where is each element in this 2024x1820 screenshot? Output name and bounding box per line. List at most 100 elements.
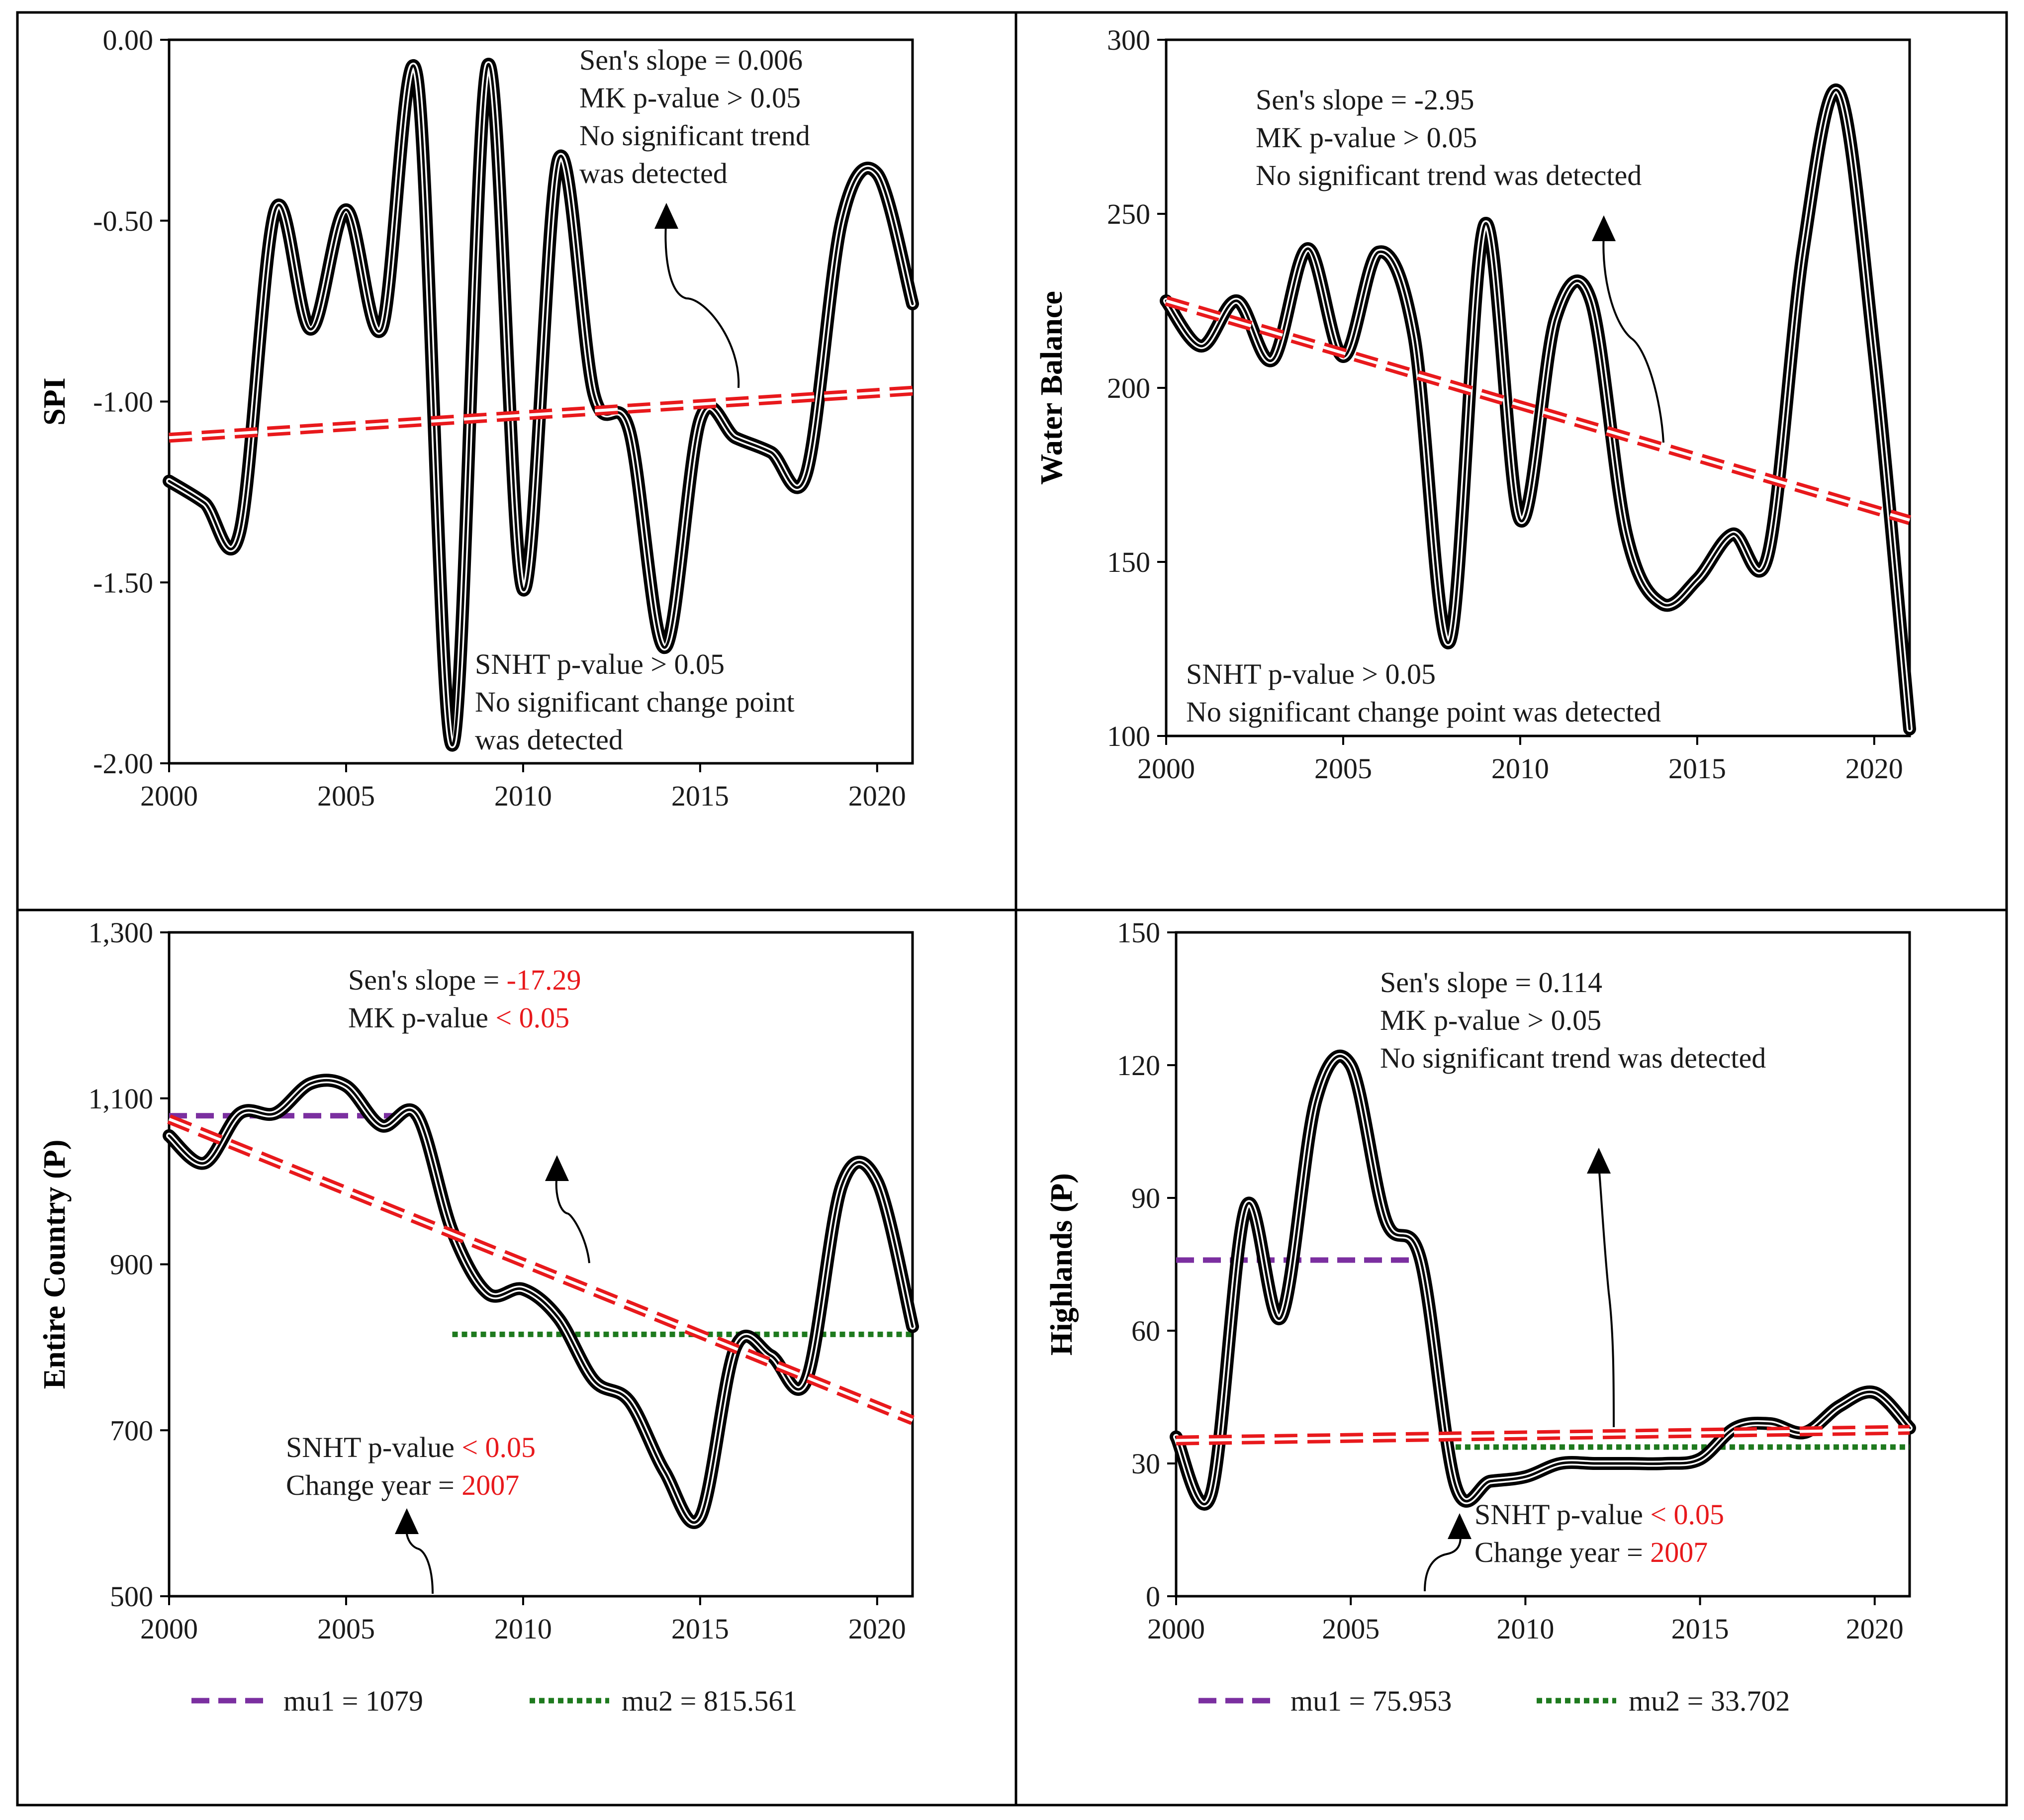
trend-line-inner [168, 1117, 914, 1422]
x-tick-label: 2020 [1846, 1613, 1904, 1645]
y-tick-label: -1.00 [93, 386, 153, 418]
annotation-text: No significant trend was detected [1380, 1042, 1766, 1074]
annotation-arrow-head [1448, 1513, 1472, 1539]
trend-line-inner [1176, 1428, 1910, 1442]
y-tick-label: 900 [110, 1249, 153, 1281]
annotation-line: Sen's slope = 0.006 [579, 44, 803, 76]
x-tick-label: 2000 [1147, 1613, 1205, 1645]
annotation-line: SNHT p-value > 0.05 [475, 648, 725, 680]
annotation-block: SNHT p-value > 0.05 No significant change… [475, 648, 795, 756]
legend-mu1-label: mu1 = 75.953 [1290, 1685, 1452, 1717]
annotation-line: No significant change point was detected [1186, 696, 1661, 728]
y-tick-label: -1.50 [93, 566, 153, 599]
y-tick-label: -0.50 [93, 205, 153, 237]
annotation-text: Sen's slope = 0.114 [1380, 966, 1602, 999]
annotation-line: MK p-value > 0.05 [579, 82, 801, 114]
x-tick-label: 2010 [1491, 752, 1549, 785]
annotation-text: Change year = [1474, 1536, 1650, 1568]
x-tick-label: 2010 [1496, 1613, 1554, 1645]
x-tick-label: 2015 [1668, 752, 1726, 785]
annotation-block: SNHT p-value < 0.05 Change year = 2007 [1474, 1498, 1724, 1568]
x-tick-label: 2000 [140, 780, 198, 812]
annotation-arrow-head [1587, 1148, 1611, 1174]
y-axis-label: Water Balance [1035, 291, 1069, 485]
y-tick-label: 100 [1107, 720, 1150, 752]
y-tick-label: 150 [1117, 916, 1160, 949]
annotation-line: Change year = 2007 [1474, 1536, 1708, 1568]
annotation-line: was detected [579, 157, 728, 189]
annotation-text: Change year = [286, 1469, 461, 1501]
panel-2: 100 150 200 250 300 2000 2005 2010 2015 2020 Water… [1035, 24, 1916, 785]
annotation-arrow-shaft [1602, 233, 1664, 443]
y-tick-label: -2.00 [93, 747, 153, 780]
annotation-line: was detected [475, 724, 623, 756]
annotation-arrow-head [1592, 215, 1616, 241]
y-tick-label: 700 [110, 1414, 153, 1447]
y-tick-label: 0 [1146, 1580, 1160, 1613]
annotation-highlight: < 0.05 [1650, 1498, 1724, 1531]
x-tick-label: 2005 [1322, 1613, 1380, 1645]
annotation-text: SNHT p-value [286, 1431, 461, 1463]
annotation-highlight: 2007 [1650, 1536, 1708, 1568]
x-tick-label: 2020 [848, 1613, 906, 1645]
series-line-inner [168, 1079, 914, 1524]
annotation-line: Change year = 2007 [286, 1469, 519, 1501]
annotation-block: Sen's slope = 0.006 MK p-value > 0.05 No s… [579, 44, 810, 189]
annotation-line: MK p-value > 0.05 [1256, 121, 1477, 154]
series-line-inner [1165, 89, 1911, 730]
panel-3: 500 700 900 1,100 1,300 2000 2005 2010 2015 2020 E… [38, 916, 919, 1717]
x-tick-label: 2020 [848, 780, 906, 812]
x-tick-label: 2005 [317, 1613, 375, 1645]
trend-line-inner [1166, 299, 1910, 522]
annotation-block: Sen's slope = 0.114 MK p-value > 0.05 No s… [1380, 966, 1766, 1074]
y-tick-label: 300 [1107, 24, 1150, 56]
legend-mu1-label: mu1 = 1079 [283, 1685, 423, 1717]
annotation-text: MK p-value > 0.05 [1380, 1004, 1601, 1036]
y-tick-label: 250 [1107, 198, 1150, 230]
annotation-arrow-shaft [405, 1526, 434, 1594]
annotation-line: Sen's slope = -17.29 [348, 964, 581, 996]
annotation-highlight: -17.29 [507, 964, 581, 996]
legend-mu2-label: mu2 = 33.702 [1629, 1685, 1790, 1717]
y-tick-label: 150 [1107, 546, 1150, 578]
annotation-line: SNHT p-value < 0.05 [1474, 1498, 1724, 1531]
annotation-arrow-shaft [1598, 1166, 1615, 1428]
y-axis-label: SPI [38, 377, 72, 425]
x-tick-label: 2000 [1137, 752, 1195, 785]
annotation-line: SNHT p-value < 0.05 [286, 1431, 536, 1463]
x-tick-label: 2005 [1314, 752, 1372, 785]
annotation-highlight: 2007 [461, 1469, 519, 1501]
annotation-line: No significant change point [475, 686, 795, 718]
plot-area-box [1175, 931, 1911, 1598]
y-axis-label: Entire Country (P) [38, 1140, 72, 1389]
y-tick-label: 60 [1131, 1315, 1160, 1347]
annotation-arrow-shaft [1424, 1531, 1462, 1592]
legend-mu2-label: mu2 = 815.561 [622, 1685, 797, 1717]
y-tick-label: 1,300 [89, 916, 154, 949]
x-tick-label: 2020 [1845, 752, 1903, 785]
x-tick-label: 2015 [1671, 1613, 1729, 1645]
annotation-block: SNHT p-value > 0.05 No significant change… [1186, 658, 1661, 728]
annotation-block: SNHT p-value < 0.05 Change year = 2007 [286, 1431, 536, 1501]
x-tick-label: 2010 [494, 1613, 552, 1645]
annotation-line: No significant trend was detected [1380, 1042, 1766, 1074]
annotation-line: Sen's slope = -2.95 [1256, 84, 1474, 116]
series-line-gap [166, 1077, 916, 1526]
annotation-arrow-head [545, 1155, 569, 1181]
annotation-arrow-head [395, 1508, 419, 1534]
series-line-inner [1175, 1055, 1911, 1506]
panel-4: 0 30 60 90 120 150 2000 2005 2010 2015 2020 Highlan… [1045, 916, 1916, 1717]
y-tick-label: 1,100 [89, 1083, 154, 1115]
y-axis-label: Highlands (P) [1045, 1173, 1079, 1356]
x-tick-label: 2015 [671, 1613, 729, 1645]
x-tick-label: 2010 [494, 780, 552, 812]
annotation-line: MK p-value > 0.05 [1380, 1004, 1601, 1036]
annotation-highlight: < 0.05 [495, 1001, 569, 1034]
annotation-arrow-shaft [555, 1173, 590, 1264]
annotation-line: No significant trend [579, 119, 810, 152]
annotation-line: MK p-value < 0.05 [348, 1001, 569, 1034]
annotation-block: Sen's slope = -17.29 MK p-value < 0.05 [348, 964, 581, 1034]
series-line-inner [168, 63, 914, 747]
